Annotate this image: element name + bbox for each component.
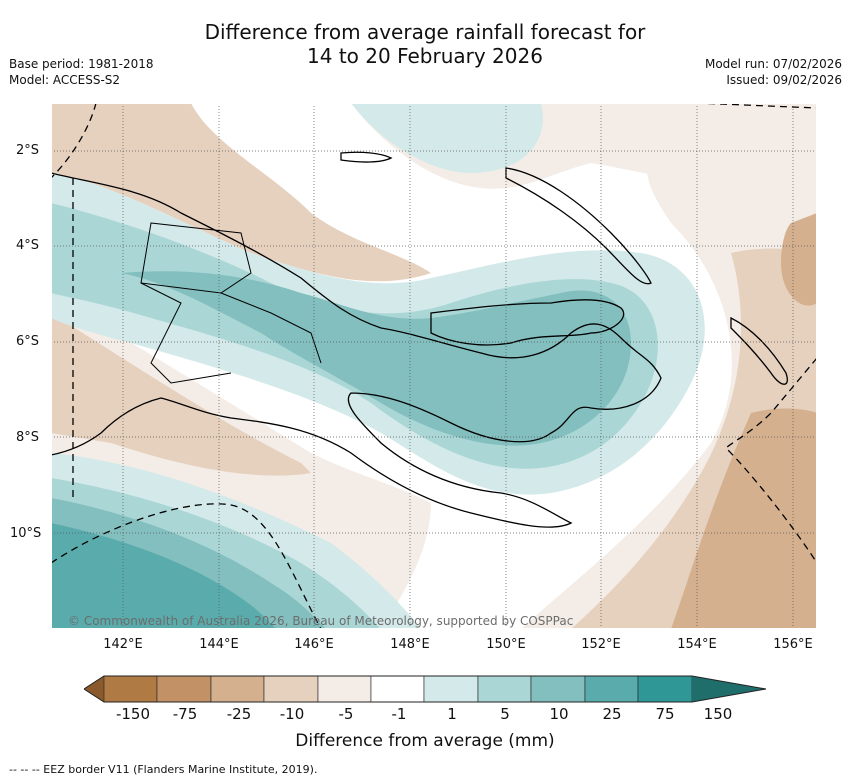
manus-island-coast <box>340 151 393 163</box>
colorbar-tick: -10 <box>279 705 305 723</box>
issued-text: Issued: 09/02/2026 <box>726 73 842 87</box>
dry-region-southwest-inner <box>51 313 311 476</box>
wet-region-main-core <box>121 271 631 446</box>
lon-label: 148°E <box>390 637 430 652</box>
chart-title: Difference from average rainfall forecas… <box>0 20 850 68</box>
title-line-1: Difference from average rainfall forecas… <box>204 20 646 44</box>
lat-label: 10°S <box>10 526 42 541</box>
eez-borders <box>51 103 817 629</box>
lon-label: 150°E <box>486 637 526 652</box>
colorbar <box>84 675 767 703</box>
bougainville-coast <box>730 316 788 385</box>
colorbar-bin <box>584 675 639 703</box>
colorbar-tick: 1 <box>447 705 457 723</box>
copyright-text: © Commonwealth of Australia 2026, Bureau… <box>68 614 574 628</box>
colorbar-bin <box>692 676 766 702</box>
rainfall-map <box>51 103 817 629</box>
dry-region-southeast-core <box>671 408 817 629</box>
model-text: Model: ACCESS-S2 <box>9 73 121 87</box>
colorbar-tick: 25 <box>602 705 622 723</box>
colorbar-tick: 10 <box>549 705 569 723</box>
colorbar-bin <box>477 675 532 703</box>
lon-label: 154°E <box>677 637 717 652</box>
lat-label: 2°S <box>16 143 40 158</box>
new-britain-coast <box>430 299 625 346</box>
base-period-text: Base period: 1981-2018 <box>9 57 154 71</box>
colorbar-bin <box>317 675 372 703</box>
lat-label: 6°S <box>16 334 40 349</box>
lat-label: 4°S <box>16 238 40 253</box>
eez-border-southeast <box>725 357 817 564</box>
gridlines <box>51 103 817 629</box>
colorbar-tick: -75 <box>172 705 198 723</box>
colorbar-tick: 150 <box>703 705 733 723</box>
colorbar-bin <box>263 675 319 703</box>
colorbar-tick: 5 <box>500 705 510 723</box>
colorbar-tick: -150 <box>115 705 151 723</box>
lat-label: 8°S <box>16 430 40 445</box>
colorbar-bin <box>637 675 693 703</box>
new-ireland-coast <box>505 167 652 285</box>
colorbar-tick: -25 <box>226 705 252 723</box>
colorbar-bin <box>210 675 265 703</box>
colorbar-bin <box>370 675 425 703</box>
lon-label: 144°E <box>199 637 239 652</box>
new-guinea-mainland-coast <box>51 172 662 528</box>
lon-label: 156°E <box>773 637 813 652</box>
dry-region-northwest <box>51 103 431 282</box>
meta-left: Base period: 1981-2018 Model: ACCESS-S2 <box>9 56 154 88</box>
lon-label: 142°E <box>103 637 143 652</box>
wet-region-north-band <box>351 103 543 173</box>
eez-border-northwest <box>51 103 97 179</box>
colorbar-bin <box>103 675 158 703</box>
colorbar-tick: -1 <box>391 705 407 723</box>
colorbar-label: Difference from average (mm) <box>295 731 555 751</box>
eez-border-southwest <box>51 503 322 629</box>
colorbar-bin <box>423 675 479 703</box>
model-run-text: Model run: 07/02/2026 <box>704 57 842 71</box>
provincial-borders <box>140 222 322 384</box>
colorbar-tick: 75 <box>655 705 675 723</box>
meta-right: Model run: 07/02/2026 Issued: 09/02/2026 <box>705 56 842 88</box>
lon-label: 152°E <box>581 637 621 652</box>
colorbar-bin <box>530 675 586 703</box>
coastlines <box>51 151 788 528</box>
title-line-2: 14 to 20 February 2026 <box>307 44 543 68</box>
eez-border-northeast <box>695 103 817 109</box>
lon-label: 146°E <box>294 637 334 652</box>
wet-region-south-deep <box>51 523 276 629</box>
colorbar-bin <box>156 675 212 703</box>
dry-region-east-core <box>781 213 817 306</box>
colorbar-tick: -5 <box>338 705 354 723</box>
colorbar-bin <box>84 676 104 702</box>
eez-footnote: -- -- -- EEZ border V11 (Flanders Marine… <box>9 763 318 776</box>
